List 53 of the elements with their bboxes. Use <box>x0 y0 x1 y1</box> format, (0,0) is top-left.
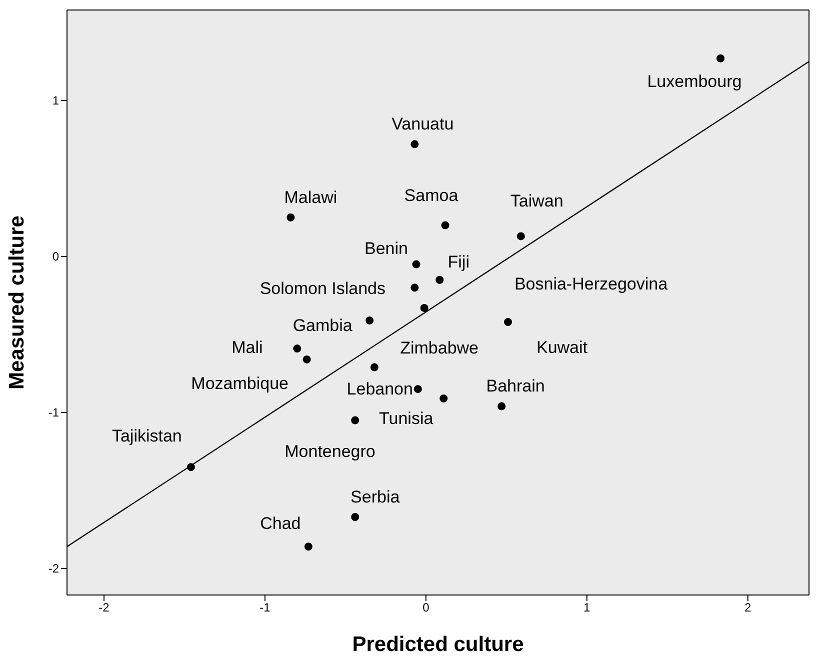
point <box>504 318 512 326</box>
point <box>410 284 419 292</box>
point <box>304 542 312 551</box>
annotation: Gambia <box>292 316 353 335</box>
y-axis-title: Measured culture <box>5 216 28 390</box>
x-tick-label: -2 <box>98 600 110 615</box>
annotation: Bosnia-Herzegovina <box>514 274 668 294</box>
annotation: Solomon Islands <box>260 279 386 298</box>
annotation: Zimbabwe <box>400 338 479 358</box>
annotation: Montenegro <box>284 442 376 462</box>
annotation: Benin <box>364 238 408 258</box>
point <box>420 304 428 312</box>
annotation: Luxembourg <box>647 72 742 91</box>
x-axis-title: Predicted culture <box>352 633 524 656</box>
annotation: Tajikistan <box>112 426 182 446</box>
annotation: Bahrain <box>486 376 545 396</box>
point <box>436 276 444 284</box>
annotation: Mali <box>232 338 263 358</box>
point <box>302 355 311 364</box>
point <box>414 385 422 394</box>
annotation: Chad <box>260 514 301 534</box>
y-tick-label: -2 <box>48 562 60 576</box>
y-tick-label: 1 <box>52 94 60 108</box>
point <box>351 416 360 424</box>
point <box>440 394 448 402</box>
point <box>366 316 374 324</box>
annotation: Samoa <box>404 186 459 205</box>
x-tick-label: 0 <box>422 600 430 615</box>
point <box>716 54 724 62</box>
y-tick-label: 0 <box>52 250 60 264</box>
y-tick-label: -1 <box>48 406 60 420</box>
point <box>412 260 420 268</box>
annotation: Malawi <box>284 188 338 207</box>
point <box>441 221 450 230</box>
annotation: Serbia <box>350 488 400 506</box>
annotation: Mozambique <box>191 374 288 393</box>
point <box>186 463 195 472</box>
annotation: Taiwan <box>510 192 564 211</box>
annotation: Lebanon <box>346 380 413 399</box>
point <box>410 140 419 148</box>
annotation: Tunisia <box>379 408 434 428</box>
point <box>286 213 295 222</box>
x-tick-label: 2 <box>744 600 752 615</box>
point <box>498 402 506 410</box>
annotation: Vanuatu <box>392 114 454 134</box>
annotation: Kuwait <box>536 338 588 358</box>
x-tick-label: -1 <box>260 600 271 615</box>
point <box>293 344 302 353</box>
x-tick-label: 1 <box>584 600 591 615</box>
annotation: Fiji <box>448 252 470 272</box>
point <box>516 232 525 240</box>
point <box>351 513 360 521</box>
point <box>370 363 378 372</box>
